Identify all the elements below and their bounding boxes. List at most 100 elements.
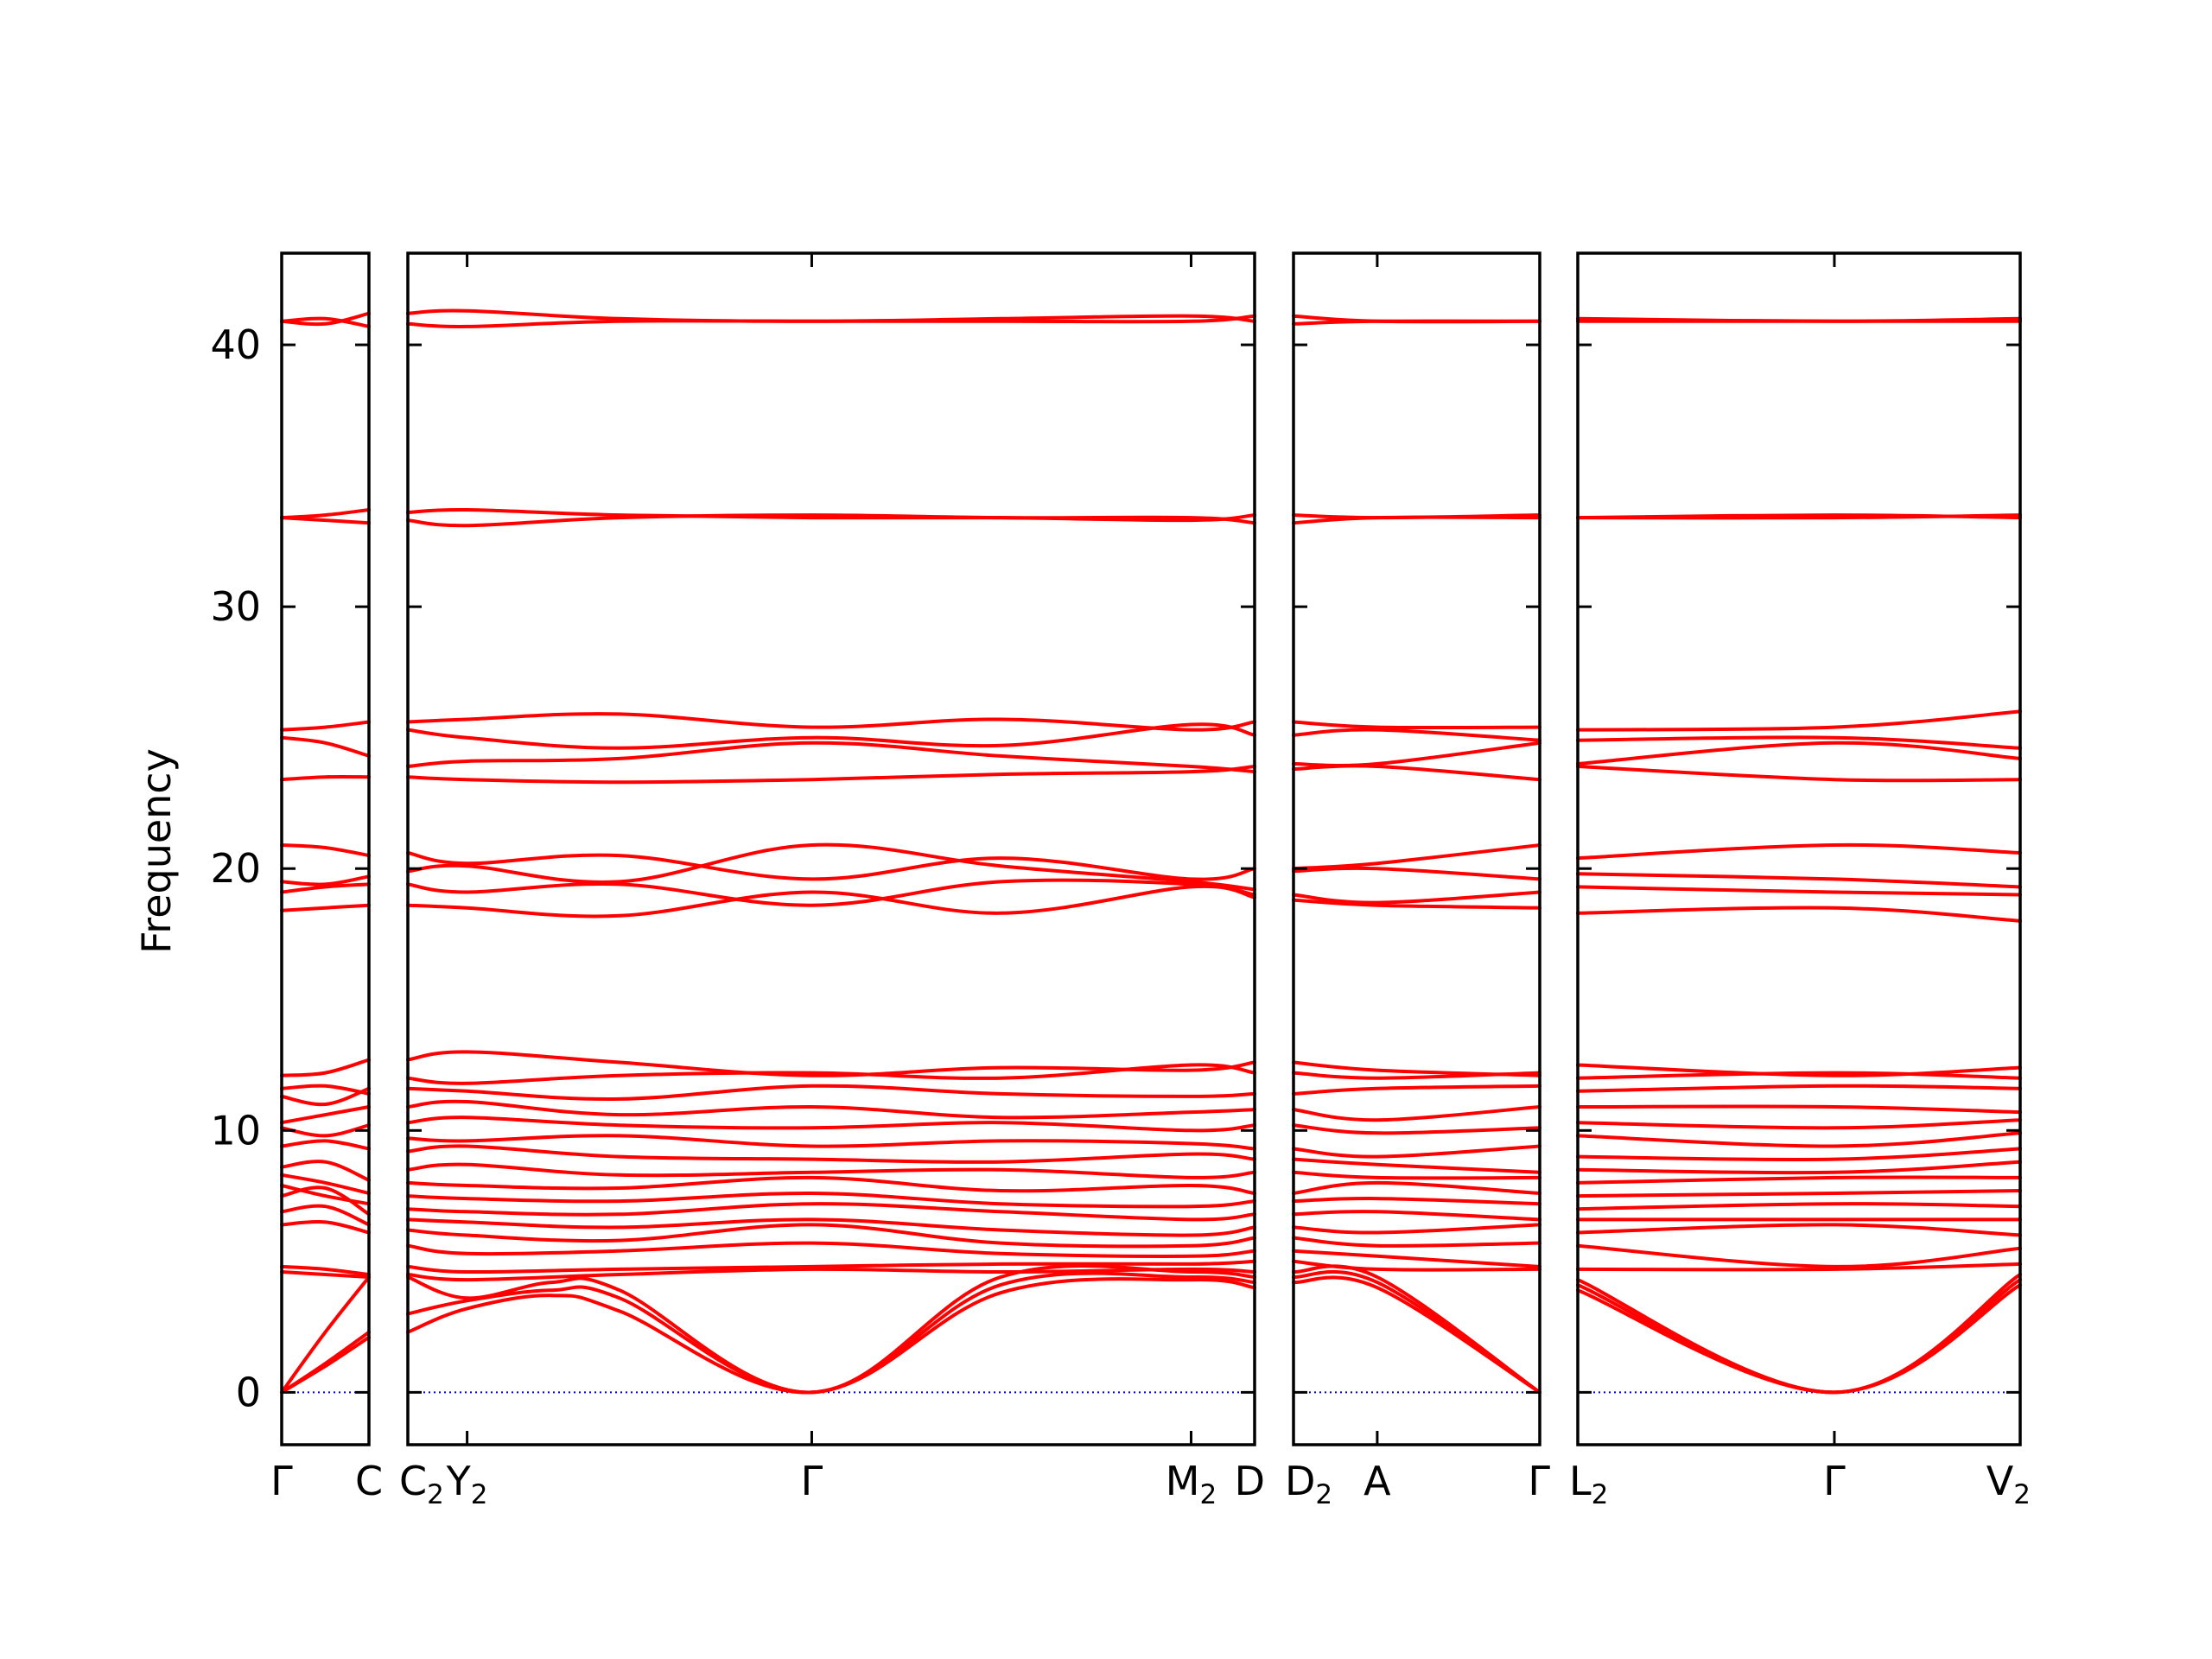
band-line-17	[406, 1116, 1256, 1133]
band-line-24	[406, 1217, 1256, 1237]
band-line-10	[1576, 872, 2022, 889]
band-line-15	[1576, 1084, 2022, 1093]
band-line-9	[1292, 843, 1541, 871]
band-line-19	[406, 1144, 1256, 1164]
band-line-23	[1576, 1202, 2022, 1211]
band-line-18	[1292, 1144, 1541, 1159]
x-tick-label: A	[1363, 1458, 1391, 1504]
band-line-12	[1292, 898, 1541, 910]
band-panels	[280, 251, 2022, 1446]
band-line-17	[280, 1139, 371, 1151]
band-line-18	[1576, 1131, 2022, 1148]
band-line-5	[280, 720, 371, 732]
x-axis-ticks: Γ C C2 Y2 Γ M2 D D2 A Γ L2 Γ V2	[270, 1458, 2031, 1510]
band-line-4	[406, 513, 1256, 528]
panel-3	[1292, 251, 1541, 1446]
band-line-25	[406, 1223, 1256, 1249]
band-line-26	[1576, 1243, 2022, 1268]
band-line-19	[1576, 1147, 2022, 1162]
x-tick-label: M2	[1166, 1458, 1217, 1510]
panel-frame	[1292, 251, 1541, 1446]
band-line-5	[1576, 709, 2022, 732]
band-line-20	[406, 1162, 1256, 1179]
band-line-18	[406, 1134, 1256, 1151]
x-tick-label: V2	[1986, 1458, 2031, 1510]
band-line-11	[1292, 890, 1541, 905]
band-line-24	[280, 1264, 371, 1276]
band-line-9	[406, 851, 1256, 881]
band-line-9	[1576, 842, 2022, 861]
y-axis: 0 10 20 30 40	[210, 321, 261, 1415]
band-line-13	[1576, 1063, 2022, 1077]
band-line-8	[406, 765, 1256, 785]
band-line-28	[280, 1335, 371, 1395]
panel-frame	[406, 251, 1256, 1446]
band-line-20	[1576, 1160, 2022, 1175]
band-line-4	[1292, 515, 1541, 525]
band-line-7	[1292, 741, 1541, 767]
band-line-14	[1576, 1071, 2022, 1080]
band-line-16	[406, 1099, 1256, 1120]
x-tick-label: Γ	[270, 1458, 293, 1504]
band-line-22	[1576, 1189, 2022, 1198]
band-line-23	[406, 1202, 1256, 1222]
band-line-27	[1292, 1259, 1541, 1272]
band-line-21	[406, 1175, 1256, 1195]
band-line-22	[1292, 1197, 1541, 1206]
band-line-10	[1292, 866, 1541, 881]
band-line-8	[280, 843, 371, 858]
band-line-15	[1292, 1084, 1541, 1096]
x-tick-label: Γ	[801, 1458, 823, 1504]
y-tick-label: 30	[210, 583, 261, 630]
band-line-2	[406, 314, 1256, 328]
band-line-1	[280, 311, 371, 327]
band-line-6	[406, 722, 1256, 750]
band-line-7	[1576, 741, 2022, 766]
band-line-10	[406, 842, 1256, 892]
band-line-14	[406, 1063, 1256, 1085]
band-line-4	[1576, 513, 2022, 520]
band-line-18	[280, 1160, 371, 1182]
band-line-21	[280, 1185, 371, 1217]
band-line-30	[1576, 1283, 2022, 1395]
band-line-16	[1576, 1104, 2022, 1115]
band-line-12	[1576, 906, 2022, 923]
band-line-6	[280, 735, 371, 758]
band-line-8	[1576, 765, 2022, 783]
band-line-10	[280, 882, 371, 894]
band-line-25	[1576, 1223, 2022, 1237]
band-line-11	[406, 878, 1256, 907]
band-line-21	[1292, 1180, 1541, 1195]
panel-1	[280, 251, 371, 1446]
band-line-23	[1292, 1210, 1541, 1222]
x-tick-label: L2	[1569, 1458, 1608, 1510]
band-line-26	[406, 1241, 1256, 1258]
x-tick-label: C	[355, 1458, 383, 1504]
band-line-9	[280, 874, 371, 887]
band-line-7	[406, 741, 1256, 774]
band-line-22	[406, 1191, 1256, 1209]
band-line-31	[406, 1277, 1256, 1395]
band-line-19	[1292, 1157, 1541, 1174]
y-tick-label: 10	[210, 1107, 261, 1154]
band-line-2	[1292, 319, 1541, 326]
x-tick-label: Γ	[1823, 1458, 1846, 1504]
panel-frame	[280, 251, 371, 1446]
band-line-27	[406, 1259, 1256, 1274]
x-tick-label: D2	[1285, 1458, 1332, 1510]
band-line-27	[1576, 1262, 2022, 1272]
band-line-24	[1292, 1223, 1541, 1235]
band-line-3	[406, 507, 1256, 523]
band-line-11	[280, 903, 371, 912]
band-line-8	[1292, 764, 1541, 782]
y-axis-label: Frequency	[133, 748, 180, 954]
band-line-19	[280, 1173, 371, 1195]
y-tick-label: 0	[236, 1369, 261, 1415]
band-line-30	[1292, 1275, 1541, 1395]
band-line-7	[280, 774, 371, 782]
band-line-23	[280, 1220, 371, 1235]
band-line-17	[1292, 1123, 1541, 1135]
band-line-15	[406, 1084, 1256, 1102]
band-line-12	[280, 1058, 371, 1077]
